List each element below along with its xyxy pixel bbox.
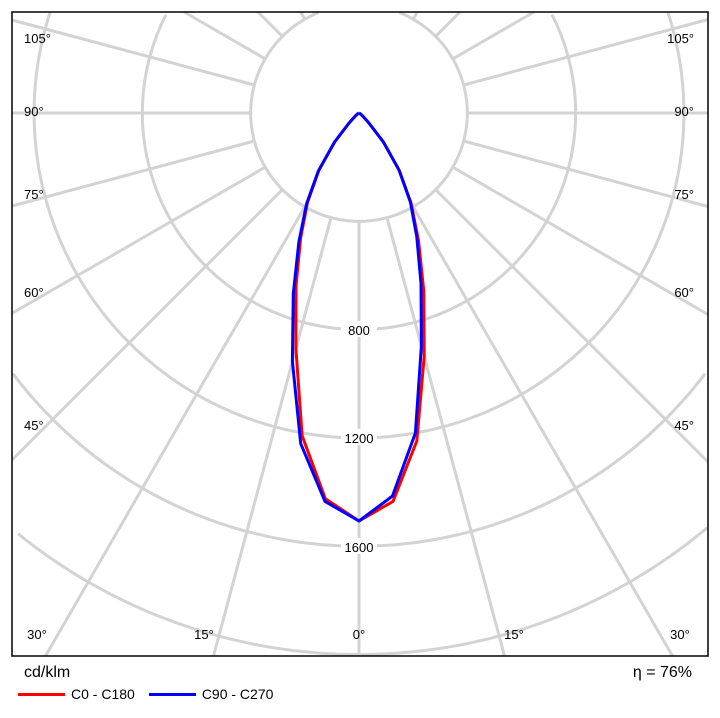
legend-swatch: [18, 692, 65, 696]
grid-ring: [358, 372, 707, 548]
angle-label-right: 45°: [674, 418, 694, 433]
legend-label: C0 - C180: [71, 686, 135, 702]
series-curve-1: [290, 111, 423, 523]
grid-spoke: [11, 139, 255, 208]
grid-ring: [359, 12, 686, 440]
ring-label-bg: [341, 429, 377, 445]
grid-ring: [249, 11, 359, 223]
grid-ring: [17, 532, 360, 656]
angle-label-right: 90°: [674, 104, 694, 119]
grid-spoke: [452, 10, 535, 61]
labels: 800 1200 1600 30° 15° 0° 15° 30° 45° 45° 60° 60° 75°…: [24, 31, 694, 642]
grid-spoke: [10, 188, 284, 462]
grid-spoke: [183, 10, 266, 61]
polar-grid: [10, 10, 710, 657]
angle-label-right: 60°: [674, 285, 694, 300]
grid-spoke: [11, 18, 255, 87]
legend: C0 - C180 C90 - C270: [18, 686, 287, 702]
grid-spoke: [411, 11, 419, 20]
angle-label-left: 105°: [24, 31, 51, 46]
angle-label: 15°: [194, 627, 214, 642]
angle-label: 0°: [353, 627, 365, 642]
grid-spoke: [434, 188, 710, 464]
grid-spoke: [434, 10, 462, 38]
legend-label: C90 - C270: [201, 686, 274, 702]
ring-label-bg: [341, 321, 377, 337]
grid-spoke: [463, 18, 709, 87]
grid-spoke: [411, 206, 674, 657]
legend-swatch: [148, 692, 196, 696]
grid-spoke: [256, 10, 284, 38]
grid-spoke: [452, 165, 709, 316]
grid-ring: [140, 14, 359, 332]
unit-label: cd/klm: [24, 664, 71, 681]
ring-label: 1600: [345, 540, 374, 555]
angle-label-left: 90°: [24, 104, 44, 119]
ring-label-bg: [341, 538, 377, 554]
grid-ring: [11, 372, 360, 548]
efficiency-label: η = 76%: [632, 664, 692, 681]
ring-label: 1200: [345, 431, 374, 446]
grid-ring: [359, 14, 578, 332]
angle-label-left: 75°: [24, 187, 44, 202]
angle-label-left: 60°: [24, 285, 44, 300]
grid-ring: [358, 526, 709, 656]
grid-ring: [32, 12, 359, 440]
angle-label-right: 75°: [674, 187, 694, 202]
ring-label: 800: [348, 323, 370, 338]
angle-label: 30°: [27, 627, 47, 642]
angle-label: 15°: [504, 627, 524, 642]
legend-item-c0: C0 - C180: [18, 686, 135, 702]
grid-spoke: [299, 11, 307, 20]
legend-item-c90: C90 - C270: [148, 686, 274, 702]
angle-label-left: 45°: [24, 418, 44, 433]
angle-label-right: 105°: [667, 31, 694, 46]
grid-spoke: [385, 217, 506, 657]
curves: [290, 111, 426, 523]
chart-frame: [11, 11, 709, 657]
grid-spoke: [11, 165, 266, 315]
grid-spoke: [463, 139, 709, 208]
grid-ring: [359, 11, 469, 223]
grid-spoke: [44, 206, 307, 657]
grid-spoke: [212, 217, 333, 657]
angle-label: 30°: [670, 627, 690, 642]
